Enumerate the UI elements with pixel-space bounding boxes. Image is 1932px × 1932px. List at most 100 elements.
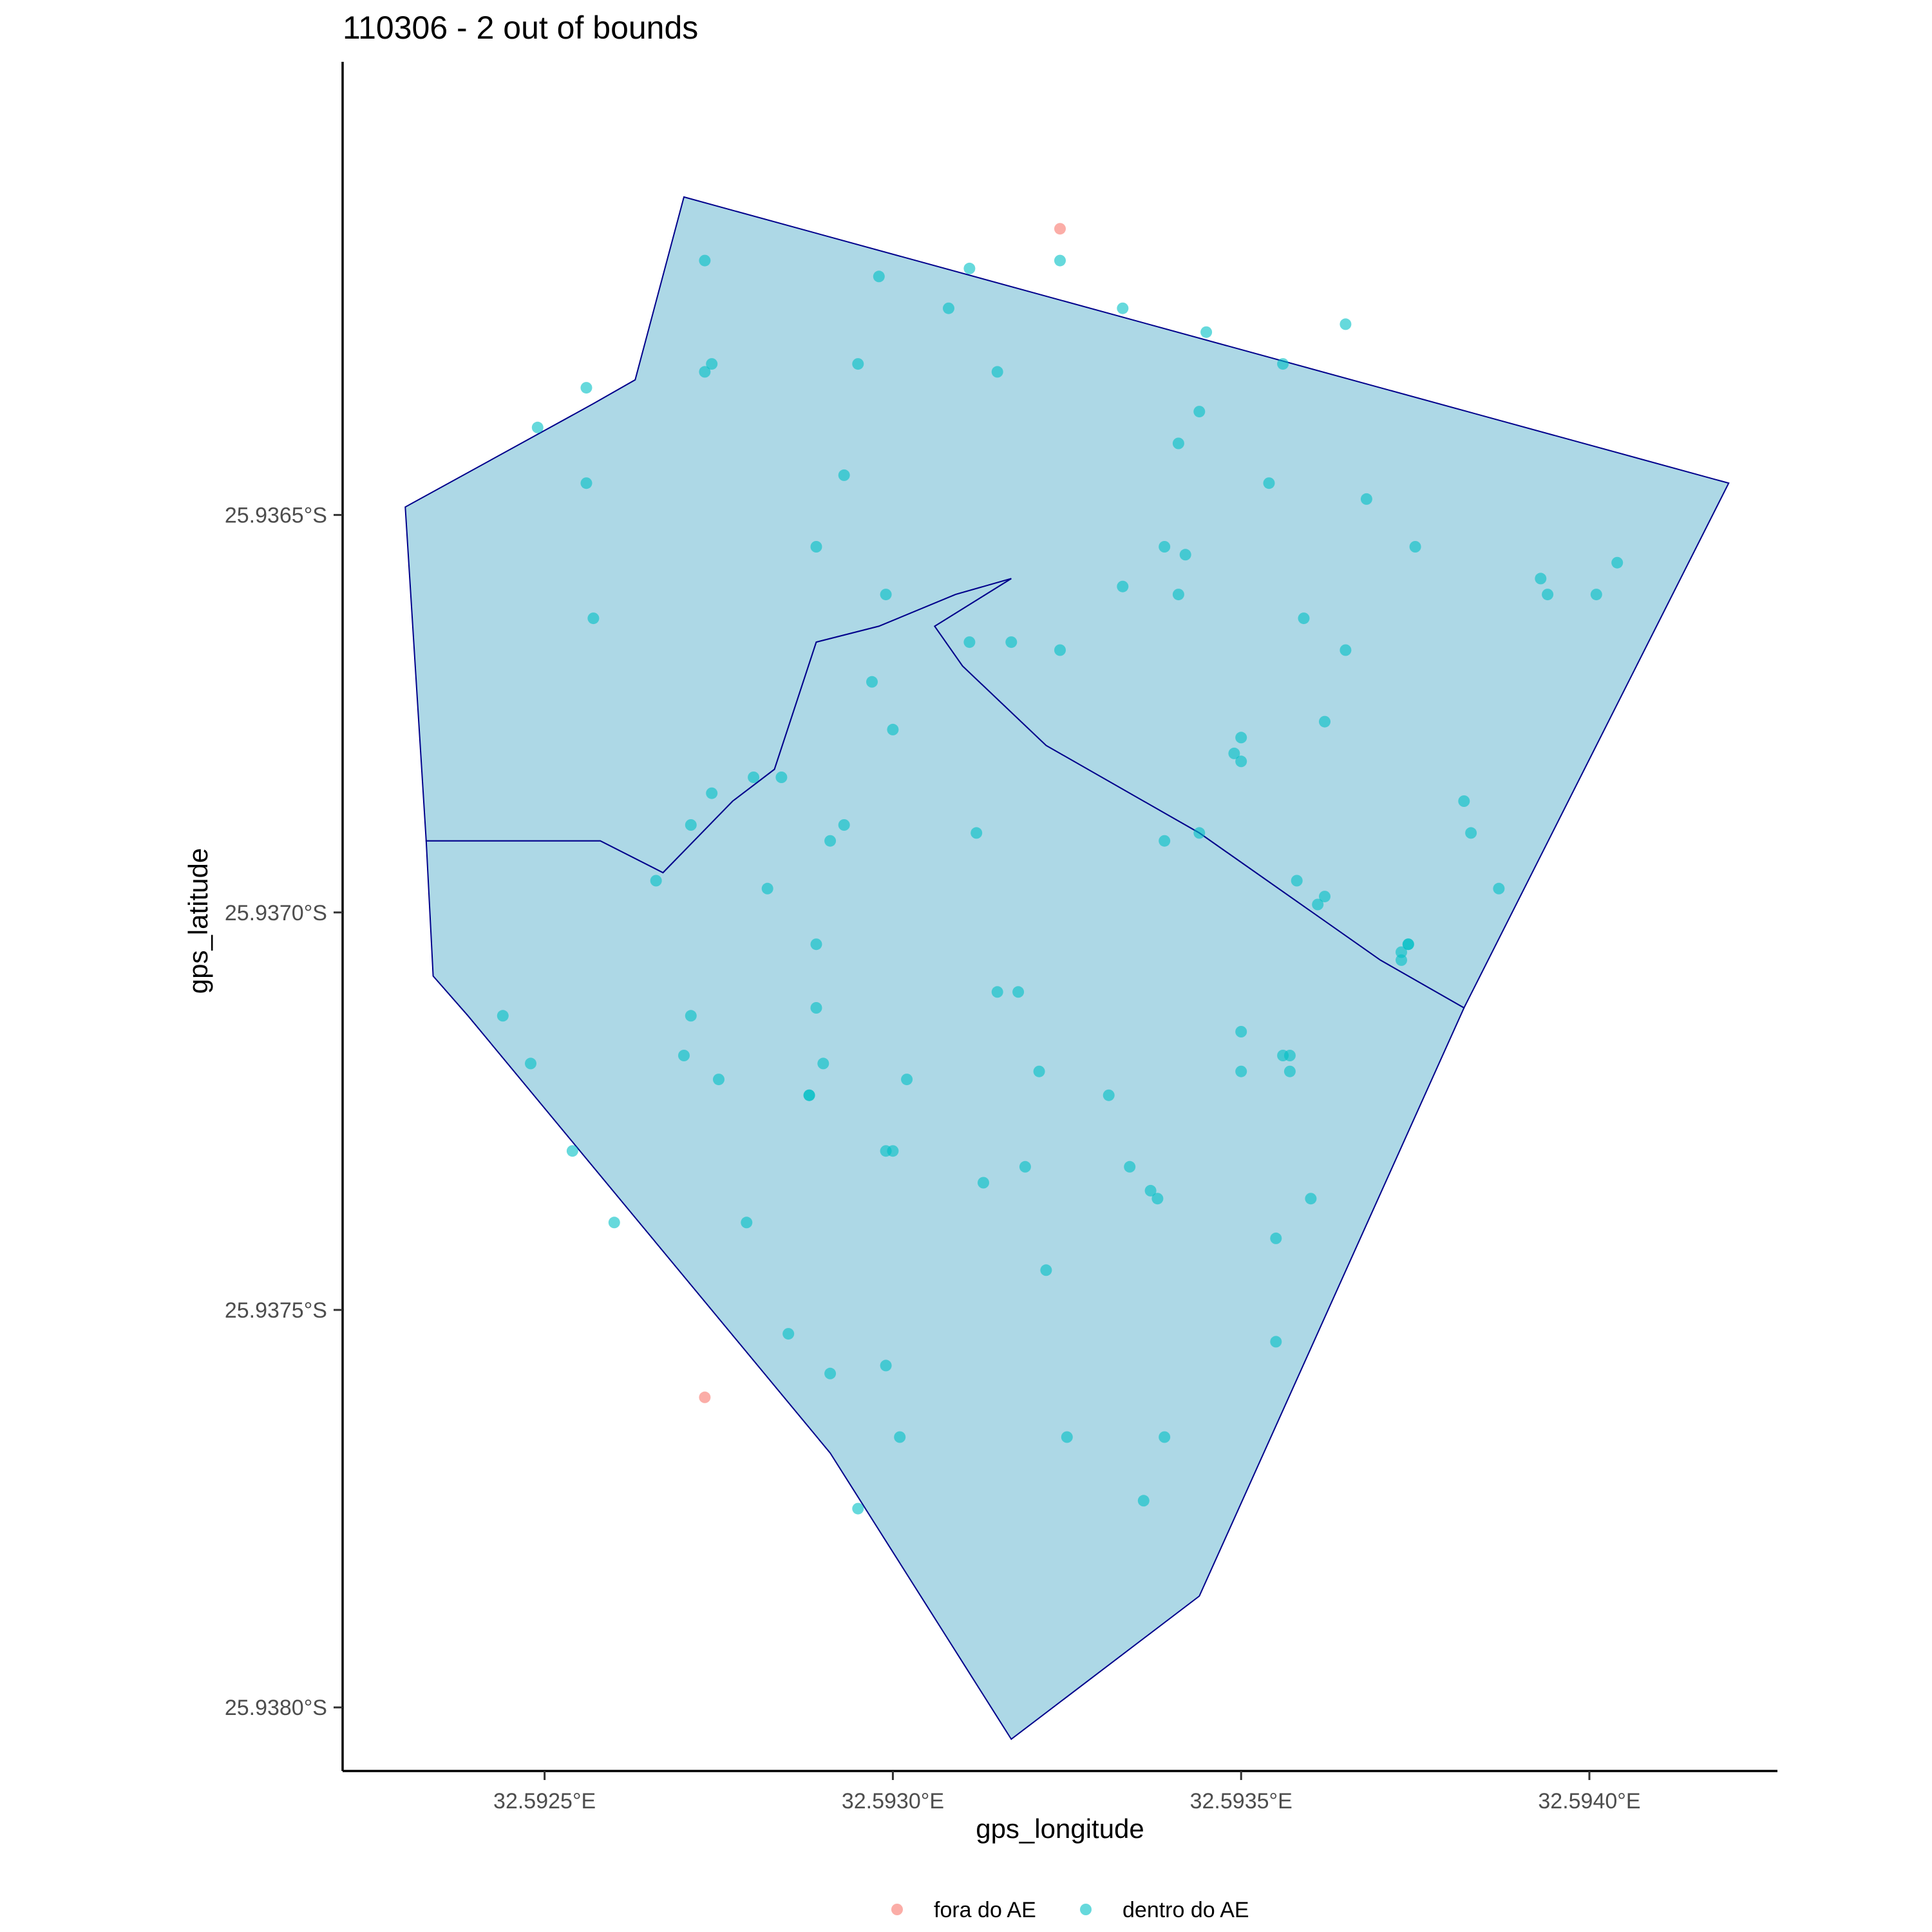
data-points: [497, 223, 1624, 1515]
point-dentro-106: [1137, 1495, 1150, 1507]
point-dentro-73: [525, 1057, 536, 1070]
point-fora-2: [699, 1391, 711, 1403]
point-dentro-15: [531, 421, 544, 433]
point-dentro-104: [1061, 1431, 1073, 1443]
point-dentro-102: [1270, 1336, 1282, 1348]
x-tick-label-4: 32.5940°E: [1538, 1789, 1640, 1814]
point-dentro-97: [1270, 1232, 1282, 1244]
legend-key-1: [891, 1904, 903, 1915]
point-dentro-107: [852, 1502, 864, 1515]
point-dentro-46: [775, 772, 788, 783]
y-tick-label-2: 25.9370°S: [225, 901, 327, 925]
point-dentro-105: [1159, 1431, 1171, 1443]
point-dentro-68: [1012, 986, 1025, 998]
point-dentro-60: [1312, 898, 1324, 911]
point-dentro-18: [580, 477, 592, 489]
point-dentro-74: [678, 1050, 690, 1061]
point-dentro-61: [1493, 882, 1505, 895]
point-dentro-1: [699, 254, 711, 267]
point-dentro-34: [1298, 612, 1310, 625]
point-dentro-103: [894, 1431, 906, 1443]
point-dentro-3: [963, 262, 976, 274]
point-dentro-14: [1340, 318, 1352, 330]
point-dentro-40: [887, 723, 899, 735]
axes: [341, 62, 1777, 1772]
x-axis-title: gps_longitude: [976, 1814, 1144, 1844]
point-dentro-10: [699, 366, 711, 378]
x-ticks: 32.5925°E 32.5930°E 32.5935°E 32.5940°E: [493, 1771, 1641, 1814]
point-dentro-29: [1172, 589, 1184, 601]
point-dentro-81: [1033, 1065, 1045, 1077]
point-dentro-72: [1235, 1026, 1247, 1037]
point-dentro-64: [1396, 946, 1407, 958]
point-dentro-85: [1103, 1089, 1115, 1101]
point-dentro-27: [880, 589, 892, 601]
point-dentro-23: [1159, 541, 1171, 553]
point-dentro-101: [880, 1359, 892, 1372]
point-dentro-32: [1590, 589, 1602, 601]
point-dentro-17: [1172, 437, 1184, 450]
point-dentro-21: [1360, 493, 1372, 505]
point-dentro-88: [887, 1145, 899, 1157]
point-dentro-98: [1040, 1264, 1052, 1276]
point-dentro-41: [1319, 715, 1331, 728]
point-dentro-4: [1054, 254, 1066, 267]
point-dentro-44: [1235, 755, 1247, 768]
point-fora-1: [1054, 223, 1066, 235]
point-dentro-77: [1283, 1050, 1296, 1061]
chart-title: 110306 - 2 out of bounds: [343, 10, 698, 46]
point-dentro-70: [685, 1010, 697, 1022]
point-dentro-71: [810, 1002, 822, 1014]
point-dentro-30: [1535, 573, 1547, 585]
point-dentro-75: [817, 1057, 829, 1070]
point-dentro-55: [1193, 827, 1206, 839]
point-dentro-63: [1402, 938, 1414, 951]
legend-label-1: fora do AE: [934, 1898, 1036, 1922]
area-polygon-2: [425, 578, 1465, 1741]
point-dentro-82: [1235, 1065, 1247, 1077]
point-dentro-51: [838, 819, 850, 831]
point-dentro-36: [1005, 636, 1018, 649]
point-dentro-100: [824, 1367, 837, 1379]
point-dentro-5: [943, 302, 954, 314]
point-dentro-35: [963, 636, 976, 649]
point-dentro-67: [991, 986, 1003, 998]
point-dentro-33: [1611, 556, 1624, 569]
point-dentro-9: [706, 358, 718, 370]
point-dentro-26: [587, 612, 600, 625]
point-dentro-7: [1200, 326, 1213, 338]
point-dentro-84: [803, 1089, 815, 1101]
point-dentro-52: [824, 835, 837, 847]
point-dentro-43: [1228, 747, 1240, 759]
y-tick-label-4: 25.9380°S: [225, 1696, 327, 1720]
x-tick-label-1: 32.5925°E: [493, 1789, 596, 1814]
point-dentro-16: [1193, 406, 1206, 418]
point-dentro-89: [1019, 1160, 1031, 1173]
point-dentro-42: [1235, 732, 1247, 744]
point-dentro-96: [741, 1217, 753, 1229]
point-dentro-93: [1151, 1193, 1164, 1205]
point-dentro-86: [566, 1145, 578, 1157]
point-dentro-99: [782, 1328, 795, 1340]
point-dentro-95: [608, 1217, 620, 1229]
point-dentro-65: [1396, 954, 1407, 966]
point-dentro-78: [1283, 1065, 1296, 1077]
point-dentro-91: [978, 1177, 989, 1189]
point-dentro-45: [748, 772, 760, 783]
point-dentro-56: [650, 875, 662, 887]
point-dentro-20: [1263, 477, 1275, 489]
legend-key-2: [1080, 1904, 1092, 1915]
point-dentro-59: [1319, 891, 1331, 903]
point-dentro-48: [1458, 795, 1470, 807]
point-dentro-19: [838, 469, 850, 481]
point-dentro-31: [1542, 589, 1554, 601]
point-dentro-57: [761, 882, 773, 895]
point-dentro-58: [1291, 875, 1303, 887]
point-dentro-22: [810, 541, 822, 553]
point-dentro-92: [1144, 1184, 1157, 1197]
y-tick-label-1: 25.9365°S: [225, 504, 327, 528]
legend-label-2: dentro do AE: [1122, 1898, 1249, 1922]
point-dentro-24: [1179, 549, 1191, 561]
point-dentro-66: [810, 938, 822, 951]
